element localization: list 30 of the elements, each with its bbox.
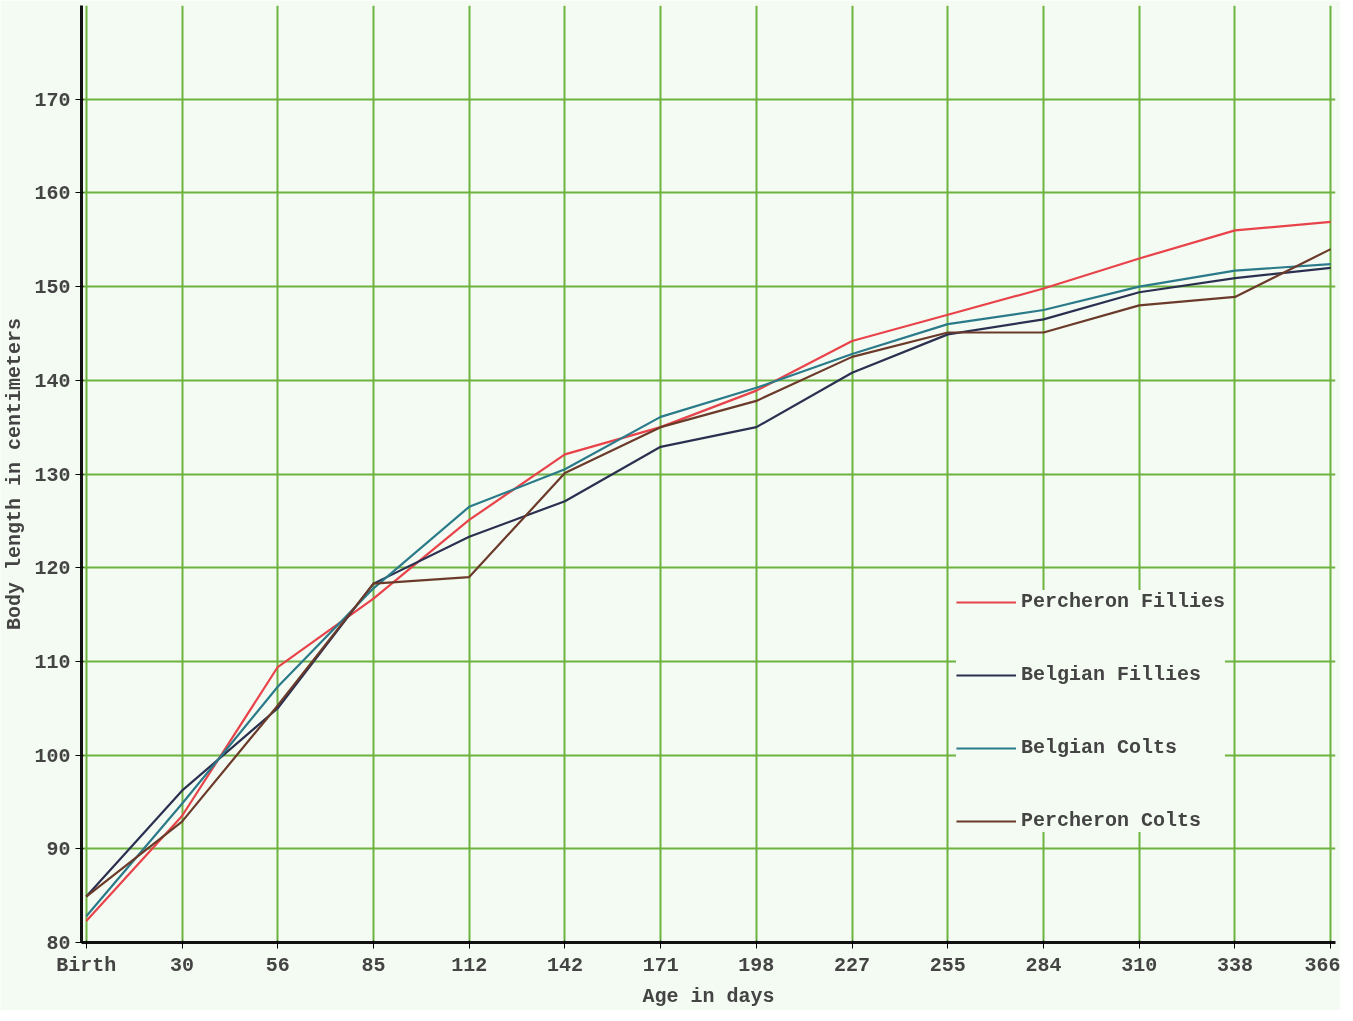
x-tick-label: 112 — [451, 953, 488, 977]
x-tick-label: 227 — [834, 953, 871, 977]
x-tick-label: 142 — [546, 953, 583, 977]
y-tick-label: 130 — [34, 463, 71, 487]
x-tick-label: Birth — [56, 953, 117, 977]
legend-label: Percheron Colts — [1020, 809, 1201, 832]
x-tick-label: 30 — [170, 953, 195, 977]
x-tick-label: 171 — [642, 953, 679, 977]
x-tick-label: 310 — [1121, 953, 1158, 977]
y-tick-label: 80 — [46, 932, 71, 955]
y-tick-label: 160 — [34, 182, 71, 206]
x-tick-label: 85 — [361, 953, 386, 977]
y-tick-label: 100 — [34, 744, 71, 768]
y-tick-label: 170 — [34, 88, 71, 112]
y-tick-label: 150 — [34, 276, 71, 300]
x-tick-label: 366 — [1304, 953, 1341, 977]
y-tick-label: 140 — [34, 369, 71, 393]
x-tick-label: 56 — [265, 953, 290, 977]
x-tick-label: 255 — [929, 953, 966, 977]
x-tick-label: 338 — [1216, 953, 1253, 977]
legend-label: Belgian Colts — [1020, 736, 1177, 759]
y-tick-label: 90 — [46, 838, 71, 862]
x-tick-label: 198 — [738, 953, 775, 977]
x-axis-title: Age in days — [642, 984, 775, 1008]
x-tick-label: 284 — [1025, 953, 1062, 977]
y-axis-title: Body length in centimeters — [3, 317, 27, 631]
legend-label: Belgian Fillies — [1020, 663, 1201, 686]
legend-label: Percheron Fillies — [1020, 590, 1225, 613]
y-tick-label: 110 — [34, 650, 71, 674]
y-tick-label: 120 — [34, 557, 71, 581]
